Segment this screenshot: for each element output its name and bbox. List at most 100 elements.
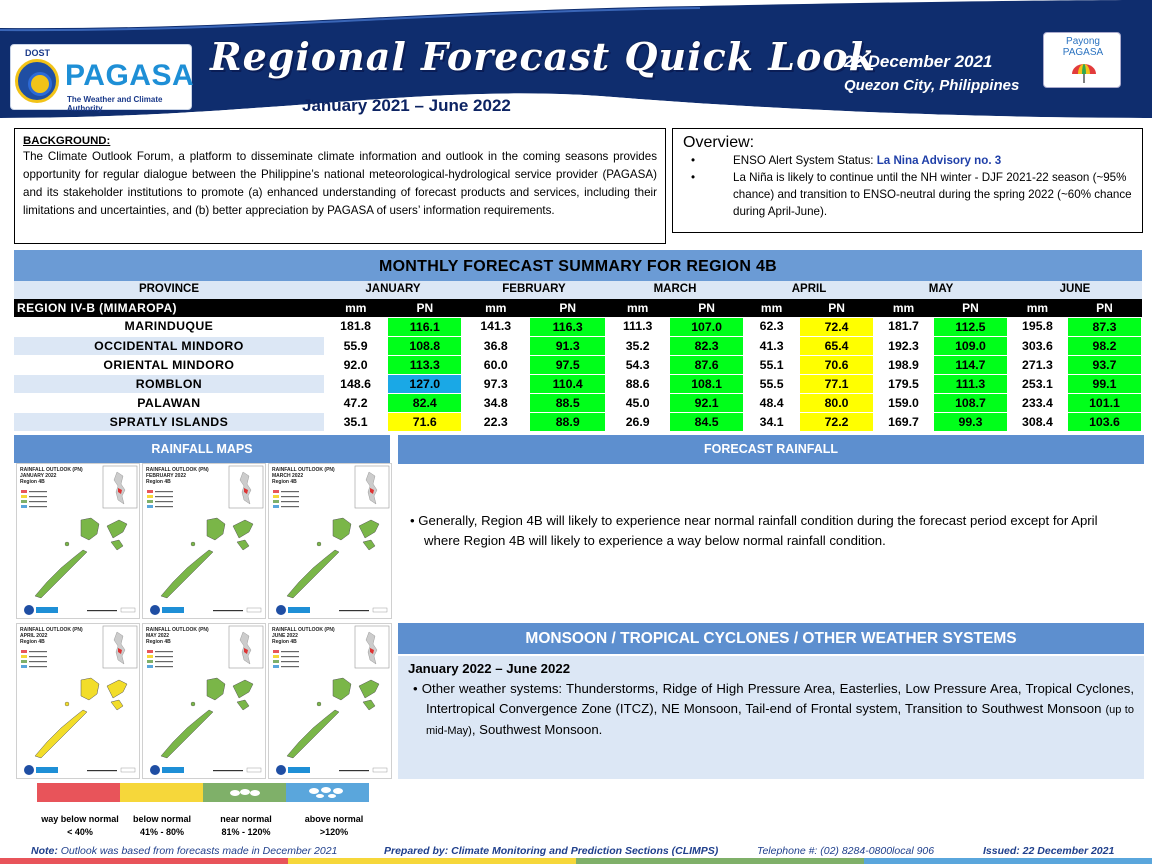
map-caption: RAINFALL OUTLOOK (PN) APRIL 2022 Region 4B (20, 627, 83, 645)
rainfall-mm-value: 179.5 (873, 374, 934, 394)
month-march: MARCH (653, 283, 697, 295)
rainfall-pn-value: 82.3 (669, 335, 745, 356)
logo-dost-text: DOST (25, 48, 51, 58)
month-january: JANUARY (365, 283, 421, 295)
region-map-graphic (147, 625, 264, 775)
rainfall-pn-value: 98.2 (1066, 335, 1143, 356)
rainfall-pn-value: 109.0 (932, 335, 1008, 356)
rainfall-pn-value: 71.6 (387, 411, 463, 432)
legend-way-below-label: way below normal (41, 814, 119, 824)
rainfall-pn-value: 72.4 (799, 316, 875, 337)
map-title: RAINFALL OUTLOOK (PN) (20, 467, 83, 473)
map-month: JANUARY 2022 (20, 473, 57, 479)
province-name: ORIENTAL MINDORO (14, 355, 324, 375)
footer-bar-red (0, 858, 288, 864)
rainfall-mm-value: 88.6 (605, 374, 670, 394)
monsoon-text-main: • Other weather systems: Thunderstorms, … (413, 681, 1134, 716)
map-title: RAINFALL OUTLOOK (PN) (146, 467, 209, 473)
map-region: Region 4B (272, 479, 297, 485)
legend-above-swatch (286, 783, 369, 802)
issue-date: 22 December 2021 (844, 52, 993, 71)
map-title: RAINFALL OUTLOOK (PN) (146, 627, 209, 633)
legend-below-range: 41% - 80% (139, 827, 185, 837)
rainfall-mm-value: 22.3 (461, 412, 530, 432)
rainfall-mm-value: 60.0 (461, 355, 530, 375)
footer-issued: Issued: 22 December 2021 (983, 845, 1115, 857)
rainfall-mm-value: 271.3 (1007, 355, 1068, 375)
rainfall-pn-value: 103.6 (1066, 411, 1143, 432)
col-mm: mm (323, 299, 388, 317)
legend-below-label: below normal (132, 814, 191, 824)
rainfall-pn-value: 88.5 (529, 392, 607, 413)
map-caption: RAINFALL OUTLOOK (PN) MARCH 2022 Region 4B (272, 467, 335, 485)
rainfall-mm-value: 34.1 (743, 412, 800, 432)
rainfall-mm-value: 55.5 (743, 374, 800, 394)
map-caption: RAINFALL OUTLOOK (PN) MAY 2022 Region 4B (146, 627, 209, 645)
legend-near: near normal 81% - 120% (200, 813, 292, 839)
overview-heading: Overview: (683, 134, 755, 151)
monsoon-text: • Other weather systems: Thunderstorms, … (408, 679, 1134, 742)
rainfall-pn-value: 112.5 (932, 316, 1008, 337)
legend-below: below normal 41% - 80% (116, 813, 208, 839)
rainfall-map: RAINFALL OUTLOOK (PN) MAY 2022 Region 4B (142, 623, 266, 779)
enso-advisory: La Nina Advisory no. 3 (876, 154, 1002, 167)
legend-way-below-range: < 40% (67, 827, 93, 837)
rainfall-legend-bar (37, 783, 369, 802)
rainfall-mm-value: 233.4 (1007, 393, 1068, 413)
cloud-icon (230, 789, 260, 796)
map-caption: RAINFALL OUTLOOK (PN) JUNE 2022 Region 4B (272, 627, 335, 645)
enso-label: ENSO Alert System Status: (733, 154, 877, 167)
table-row: MARINDUQUE 181.8 116.1 141.3 116.3 111.3 107.0… (14, 316, 1143, 337)
rainfall-mm-value: 54.3 (605, 355, 670, 375)
map-region: Region 4B (146, 639, 171, 645)
rainfall-pn-value: 93.7 (1066, 354, 1143, 375)
overview-item-la-nina: La Niña is likely to continue until the … (683, 169, 1132, 220)
legend-above-range: >120% (319, 827, 349, 837)
rainfall-mm-value: 47.2 (323, 393, 388, 413)
province-name: OCCIDENTAL MINDORO (14, 336, 324, 356)
map-title: RAINFALL OUTLOOK (PN) (272, 627, 335, 633)
footer-note-label: Note: (31, 845, 58, 857)
map-month: MARCH 2022 (272, 473, 304, 479)
legend-near-label: near normal (220, 814, 272, 824)
map-region: Region 4B (146, 479, 171, 485)
legend-near-range: 81% - 120% (221, 827, 271, 837)
rainfall-mm-value: 141.3 (461, 317, 530, 337)
rainfall-pn-value: 101.1 (1066, 392, 1143, 413)
rainfall-mm-value: 35.2 (605, 336, 670, 356)
col-pn: PN (669, 299, 744, 317)
rainfall-pn-value: 91.3 (529, 335, 607, 356)
map-caption: RAINFALL OUTLOOK (PN) JANUARY 2022 Region … (20, 467, 83, 485)
rainfall-pn-value: 113.3 (387, 354, 463, 375)
monsoon-period: January 2022 – June 2022 (408, 661, 571, 676)
issue-location: Quezon City, Philippines (844, 77, 1020, 94)
legend-near-swatch (203, 783, 286, 802)
region-map-graphic (147, 465, 264, 615)
legend-above: above normal >120% (288, 813, 380, 839)
map-month: JUNE 2022 (272, 633, 298, 639)
rainfall-pn-value: 80.0 (799, 392, 875, 413)
footer-note: Note: Outlook was based from forecasts m… (31, 845, 337, 857)
rainfall-mm-value: 55.9 (323, 336, 388, 356)
background-section: BACKGROUND: The Climate Outlook Forum, a… (14, 128, 666, 244)
overview-section: Overview: ENSO Alert System Status: La N… (672, 128, 1143, 233)
rainfall-pn-value: 116.3 (529, 316, 607, 337)
month-header-row: PROVINCE JANUARY FEBRUARY MARCH APRIL MA… (14, 281, 1142, 299)
footer-color-bars (0, 858, 1152, 864)
rainfall-pn-value: 72.2 (799, 411, 875, 432)
rainfall-map: RAINFALL OUTLOOK (PN) APRIL 2022 Region 4B (16, 623, 140, 779)
rainfall-pn-value: 116.1 (387, 316, 463, 337)
month-june: JUNE (1059, 283, 1091, 295)
col-pn: PN (1067, 299, 1142, 317)
rainfall-mm-value: 97.3 (461, 374, 530, 394)
forecast-rainfall-text: • Generally, Region 4B will likely to ex… (410, 513, 1098, 548)
rainfall-maps-heading: RAINFALL MAPS (14, 435, 390, 463)
rainfall-mm-value: 192.3 (873, 336, 934, 356)
province-name: SPRATLY ISLANDS (14, 412, 324, 432)
pagasa-seal-icon (15, 59, 59, 103)
rainfall-pn-value: 127.0 (387, 373, 463, 394)
map-region: Region 4B (20, 639, 45, 645)
rainfall-mm-value: 308.4 (1007, 412, 1068, 432)
umbrella-icon (1072, 64, 1096, 83)
footer-bar-green (576, 858, 864, 864)
